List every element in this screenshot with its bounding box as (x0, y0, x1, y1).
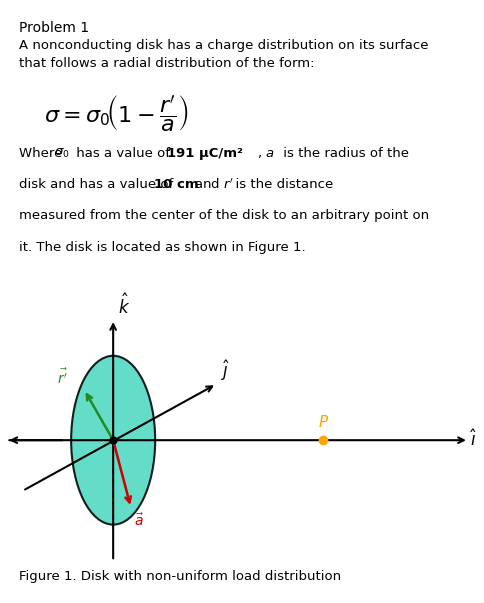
Text: $\hat{k}$: $\hat{k}$ (118, 293, 130, 318)
Text: measured from the center of the disk to an arbitrary point on: measured from the center of the disk to … (19, 209, 429, 223)
Text: A nonconducting disk has a charge distribution on its surface
that follows a rad: A nonconducting disk has a charge distri… (19, 39, 428, 70)
Text: Problem 1: Problem 1 (19, 21, 90, 35)
Text: $\vec{r'}$: $\vec{r'}$ (57, 367, 68, 387)
Text: has a value of: has a value of (72, 147, 174, 160)
Text: $\hat{\jmath}$: $\hat{\jmath}$ (221, 358, 230, 382)
Text: is the radius of the: is the radius of the (278, 147, 408, 160)
Ellipse shape (71, 356, 155, 525)
Text: Where: Where (19, 147, 67, 160)
Text: $\hat{\imath}$: $\hat{\imath}$ (469, 430, 477, 450)
Text: 10 cm: 10 cm (154, 178, 198, 191)
Text: it. The disk is located as shown in Figure 1.: it. The disk is located as shown in Figu… (19, 241, 305, 254)
Text: P: P (318, 415, 327, 431)
Text: disk and has a value of: disk and has a value of (19, 178, 178, 191)
Text: $\boldsymbol{\sigma_0}$: $\boldsymbol{\sigma_0}$ (54, 147, 70, 160)
Text: $\sigma = \sigma_0\!\left(1 - \dfrac{r'}{a}\right)$: $\sigma = \sigma_0\!\left(1 - \dfrac{r'}… (44, 93, 187, 134)
Text: , $a$: , $a$ (257, 147, 274, 160)
Text: 191 μC/m²: 191 μC/m² (167, 147, 242, 160)
Text: is the distance: is the distance (227, 178, 333, 191)
Text: and $\boldsymbol{r'}$: and $\boldsymbol{r'}$ (190, 178, 234, 192)
Text: $\vec{a}$: $\vec{a}$ (134, 512, 144, 529)
Text: Figure 1. Disk with non-uniform load distribution: Figure 1. Disk with non-uniform load dis… (19, 570, 341, 583)
